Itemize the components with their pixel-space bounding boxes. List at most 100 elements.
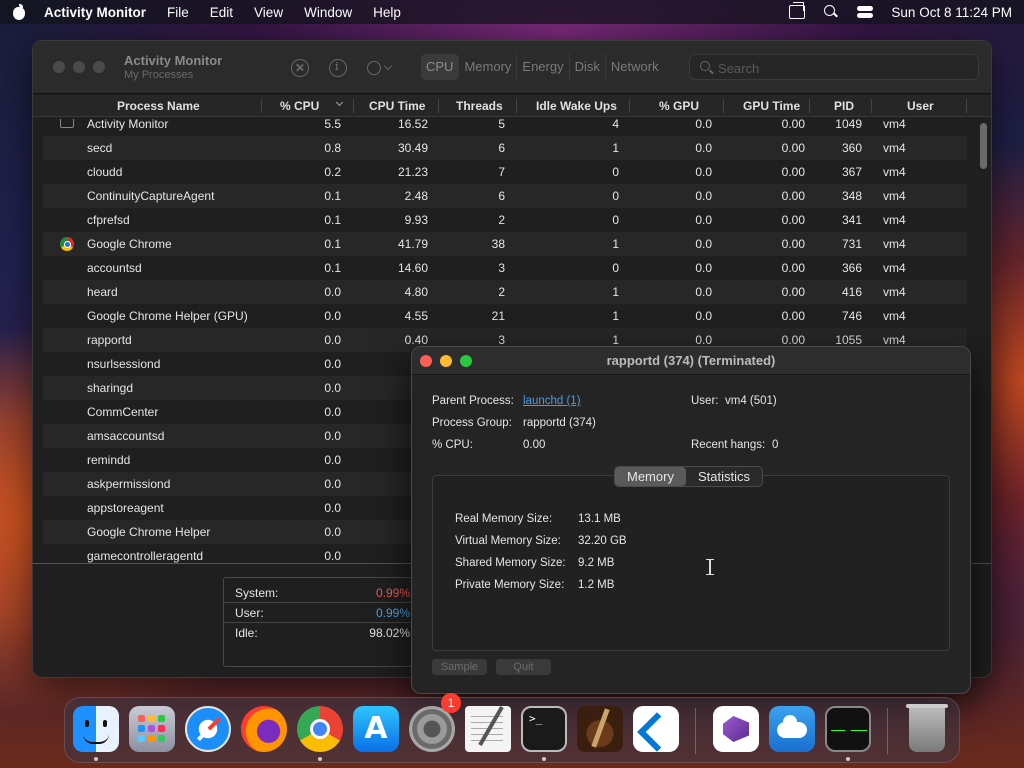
info-icon[interactable] (329, 59, 347, 77)
pid-value: 341 (841, 213, 862, 227)
col-cpu-time[interactable]: CPU Time (369, 99, 426, 113)
cpu-value: 0.0 (324, 525, 341, 539)
col-cpu[interactable]: % CPU (280, 99, 320, 113)
pid-value: 360 (841, 141, 862, 155)
spotlight-search-icon[interactable] (823, 5, 839, 19)
cpu-value: 0.0 (324, 501, 341, 515)
column-divider[interactable] (353, 99, 354, 113)
stop-process-icon[interactable] (291, 59, 309, 77)
menu-view[interactable]: View (254, 4, 284, 20)
gpu-value: 0.0 (695, 309, 712, 323)
tab-energy[interactable]: Energy (517, 54, 570, 80)
tab-memory[interactable]: Memory (459, 54, 518, 80)
chrome-icon[interactable] (297, 706, 343, 752)
table-row[interactable]: secd 0.8 30.49 6 1 0.0 0.00 360 vm4 (43, 136, 967, 160)
real-memory-label: Real Memory Size: (455, 513, 553, 525)
column-divider[interactable] (516, 99, 517, 113)
cpu-value: 0.0 (324, 333, 341, 347)
col-threads[interactable]: Threads (456, 99, 503, 113)
shared-memory-value: 9.2 MB (578, 557, 615, 569)
vertical-scrollbar[interactable] (980, 123, 987, 169)
menu-edit[interactable]: Edit (209, 4, 234, 20)
tab-cpu[interactable]: CPU (421, 54, 460, 80)
user-value: vm4 (883, 333, 906, 347)
menu-clock[interactable]: Sun Oct 8 11:24 PM (891, 4, 1012, 20)
shared-memory-label: Shared Memory Size: (455, 557, 566, 569)
col-idle-wake-ups[interactable]: Idle Wake Ups (536, 99, 617, 113)
screen-mirroring-icon[interactable] (789, 2, 806, 19)
zoom-window-button[interactable] (93, 61, 105, 73)
menu-window[interactable]: Window (304, 4, 353, 20)
col-process-name[interactable]: Process Name (117, 99, 200, 113)
textedit-icon[interactable] (465, 706, 511, 752)
col-gpu-time[interactable]: GPU Time (743, 99, 801, 113)
parent-process-link[interactable]: launchd (1) (523, 395, 581, 407)
activity-monitor-icon[interactable] (825, 706, 871, 752)
private-memory-value: 1.2 MB (578, 579, 615, 591)
close-window-button[interactable] (420, 355, 432, 367)
col-pid[interactable]: PID (834, 99, 855, 113)
search-input[interactable] (718, 58, 968, 78)
sort-descending-icon (335, 98, 344, 107)
minimize-window-button[interactable] (73, 61, 85, 73)
col-gpu[interactable]: % GPU (659, 99, 700, 113)
visual-studio-icon[interactable] (713, 706, 759, 752)
menu-app-name[interactable]: Activity Monitor (44, 4, 147, 20)
system-value: 0.99% (375, 586, 410, 600)
idle-wake-ups-value: 1 (612, 237, 619, 251)
cpu-value: 5.5 (324, 119, 341, 131)
table-row[interactable]: cloudd 0.2 21.23 7 0 0.0 0.00 367 vm4 (43, 160, 967, 184)
idle-wake-ups-value: 1 (612, 333, 619, 347)
sample-button[interactable]: Sample (432, 659, 487, 675)
column-divider[interactable] (261, 99, 262, 113)
table-row[interactable]: accountsd 0.1 14.60 3 0 0.0 0.00 366 vm4 (43, 256, 967, 280)
safari-icon[interactable] (185, 706, 231, 752)
vscode-icon[interactable] (633, 706, 679, 752)
minimize-window-button[interactable] (440, 355, 452, 367)
table-row[interactable]: Activity Monitor 5.5 16.52 5 4 0.0 0.00 … (43, 119, 967, 136)
zoom-window-button[interactable] (460, 355, 472, 367)
quit-button[interactable]: Quit (496, 659, 551, 675)
column-divider[interactable] (629, 99, 630, 113)
apple-menu-icon[interactable] (12, 4, 26, 20)
column-divider[interactable] (966, 99, 967, 113)
column-divider[interactable] (809, 99, 810, 113)
process-name: Google Chrome Helper (87, 525, 211, 539)
idle-wake-ups-value: 1 (612, 285, 619, 299)
tab-network[interactable]: Network (610, 59, 659, 74)
tab-disk[interactable]: Disk (570, 54, 606, 80)
pid-value: 366 (841, 261, 862, 275)
column-divider[interactable] (438, 99, 439, 113)
column-divider[interactable] (871, 99, 872, 113)
table-row[interactable]: Google Chrome Helper (GPU) 0.0 4.55 21 1… (43, 304, 967, 328)
menu-file[interactable]: File (167, 4, 189, 20)
tab-memory[interactable]: Memory (615, 467, 686, 486)
chevron-down-icon[interactable] (383, 61, 393, 71)
control-center-icon[interactable] (857, 5, 874, 19)
app-store-icon[interactable] (353, 706, 399, 752)
process-name: sharingd (87, 381, 134, 395)
menu-help[interactable]: Help (373, 4, 401, 20)
gear-icon[interactable] (367, 61, 381, 75)
trash-icon[interactable] (906, 704, 948, 752)
firefox-icon[interactable] (241, 706, 287, 752)
table-row[interactable]: cfprefsd 0.1 9.93 2 0 0.0 0.00 341 vm4 (43, 208, 967, 232)
terminal-icon[interactable] (521, 706, 567, 752)
close-window-button[interactable] (53, 61, 65, 73)
launchpad-icon[interactable] (129, 706, 175, 752)
column-divider[interactable] (723, 99, 724, 113)
table-row[interactable]: Google Chrome 0.1 41.79 38 1 0.0 0.00 73… (43, 232, 967, 256)
search-field[interactable] (689, 54, 979, 80)
table-row[interactable]: ContinuityCaptureAgent 0.1 2.48 6 0 0.0 … (43, 184, 967, 208)
process-group-value: rapportd (374) (523, 417, 596, 429)
instruments-icon[interactable] (577, 706, 623, 752)
system-settings-icon[interactable] (409, 706, 455, 752)
inspector-titlebar: rapportd (374) (Terminated) (412, 347, 970, 375)
table-row[interactable]: heard 0.0 4.80 2 1 0.0 0.00 416 vm4 (43, 280, 967, 304)
tab-statistics[interactable]: Statistics (697, 469, 750, 484)
gpu-time-value: 0.00 (781, 309, 805, 323)
weather-icon[interactable] (769, 706, 815, 752)
finder-icon[interactable] (73, 706, 119, 752)
col-user[interactable]: User (907, 99, 934, 113)
gpu-time-value: 0.00 (781, 165, 805, 179)
